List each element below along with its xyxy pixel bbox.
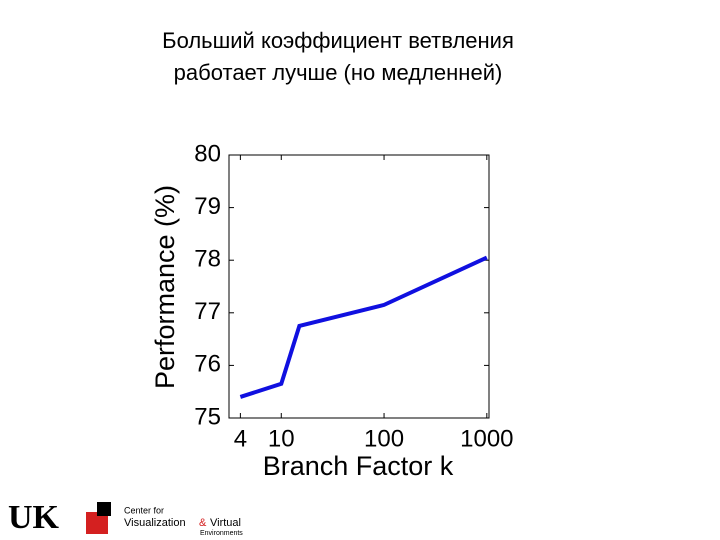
x-tick-label: 10 xyxy=(268,425,295,452)
logo-text: Visualization xyxy=(124,517,186,529)
y-axis-label: Performance (%) xyxy=(150,185,180,389)
y-tick-label: 79 xyxy=(194,193,221,220)
y-tick-label: 76 xyxy=(194,351,221,378)
logo-text: Virtual xyxy=(210,517,241,529)
logo-text: Center for xyxy=(124,505,164,515)
logo-square xyxy=(97,502,111,516)
slide-title: работает лучше (но медленней) xyxy=(174,60,503,85)
slide-title: Больший коэффициент ветвления xyxy=(162,28,514,53)
y-tick-label: 77 xyxy=(194,298,221,325)
logo-square xyxy=(86,512,108,534)
logo-text: Environments xyxy=(200,530,243,537)
y-tick-label: 80 xyxy=(194,140,221,167)
data-line xyxy=(239,255,488,399)
uk-logo: UK xyxy=(8,499,60,536)
x-tick-label: 1000 xyxy=(460,425,513,452)
x-axis-label: Branch Factor k xyxy=(263,451,454,481)
x-tick-label: 4 xyxy=(234,425,247,452)
x-tick-label: 100 xyxy=(364,425,404,452)
y-tick-label: 78 xyxy=(194,246,221,273)
plot-frame xyxy=(228,154,490,419)
logo-text: & xyxy=(199,517,207,529)
y-tick-label: 75 xyxy=(194,403,221,430)
